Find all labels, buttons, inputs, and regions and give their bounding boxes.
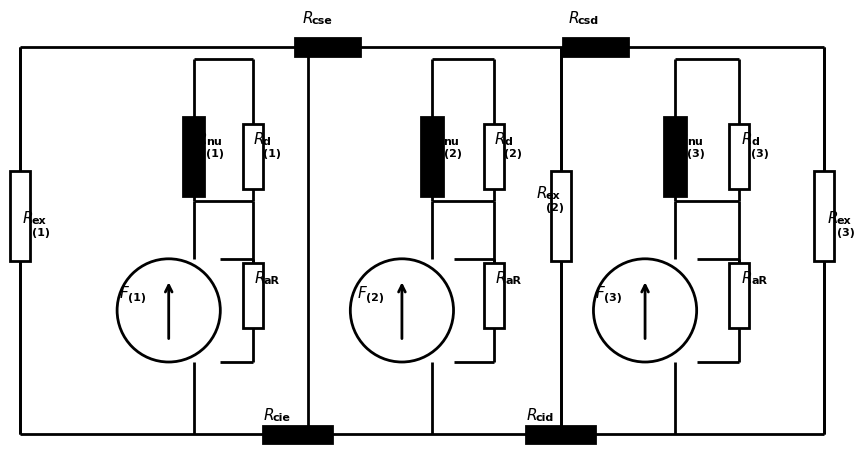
Text: $F$: $F$ — [357, 285, 369, 301]
Text: (3): (3) — [836, 228, 854, 238]
Text: $R$: $R$ — [197, 131, 208, 147]
Bar — [183, 117, 204, 196]
Text: $R$: $R$ — [494, 131, 505, 147]
Text: (1): (1) — [32, 228, 50, 238]
Text: aR: aR — [752, 276, 767, 286]
Bar — [526, 425, 595, 443]
Text: nu: nu — [687, 137, 703, 147]
Text: (3): (3) — [752, 149, 770, 158]
Text: aR: aR — [264, 276, 280, 286]
Text: $R$: $R$ — [22, 210, 33, 226]
Text: $F$: $F$ — [595, 285, 606, 301]
Circle shape — [117, 259, 221, 362]
Bar — [664, 117, 686, 196]
Text: $R$: $R$ — [741, 131, 752, 147]
Text: $R$: $R$ — [526, 407, 537, 423]
Bar — [243, 263, 263, 328]
Text: $R$: $R$ — [568, 10, 579, 26]
Bar — [484, 124, 504, 189]
Text: cse: cse — [311, 16, 333, 26]
Text: (1): (1) — [128, 293, 146, 302]
Text: nu: nu — [206, 137, 222, 147]
Text: $R$: $R$ — [536, 185, 547, 201]
Text: ex: ex — [32, 216, 46, 226]
Text: d: d — [263, 137, 271, 147]
Text: (1): (1) — [263, 149, 281, 158]
Text: $R$: $R$ — [677, 131, 688, 147]
Text: $R$: $R$ — [827, 210, 838, 226]
Text: $R$: $R$ — [433, 131, 445, 147]
Text: $R$: $R$ — [253, 131, 264, 147]
Bar — [729, 124, 749, 189]
Bar — [814, 171, 834, 261]
Circle shape — [351, 259, 453, 362]
Bar — [243, 124, 263, 189]
Bar — [421, 117, 443, 196]
Text: $F$: $F$ — [119, 285, 130, 301]
Text: (3): (3) — [604, 293, 622, 302]
Bar — [551, 171, 570, 261]
Bar — [484, 263, 504, 328]
Text: $R$: $R$ — [302, 10, 313, 26]
Text: cie: cie — [273, 412, 291, 423]
Text: (2): (2) — [545, 203, 563, 213]
Text: $R$: $R$ — [263, 407, 274, 423]
Circle shape — [593, 259, 697, 362]
Bar — [729, 263, 749, 328]
Bar — [10, 171, 30, 261]
Bar — [263, 425, 333, 443]
Text: (2): (2) — [504, 149, 522, 158]
Text: d: d — [504, 137, 512, 147]
Text: $R$: $R$ — [254, 270, 265, 286]
Text: cid: cid — [536, 412, 554, 423]
Text: $R$: $R$ — [495, 270, 506, 286]
Text: (2): (2) — [444, 149, 462, 158]
Text: d: d — [752, 137, 759, 147]
Bar — [295, 39, 360, 56]
Text: (3): (3) — [687, 149, 705, 158]
Text: (2): (2) — [366, 293, 384, 302]
Text: $R$: $R$ — [741, 270, 752, 286]
Bar — [563, 39, 628, 56]
Text: nu: nu — [444, 137, 459, 147]
Text: csd: csd — [578, 16, 598, 26]
Text: aR: aR — [505, 276, 522, 286]
Text: (1): (1) — [206, 149, 224, 158]
Text: ex: ex — [545, 192, 560, 201]
Text: ex: ex — [836, 216, 852, 226]
